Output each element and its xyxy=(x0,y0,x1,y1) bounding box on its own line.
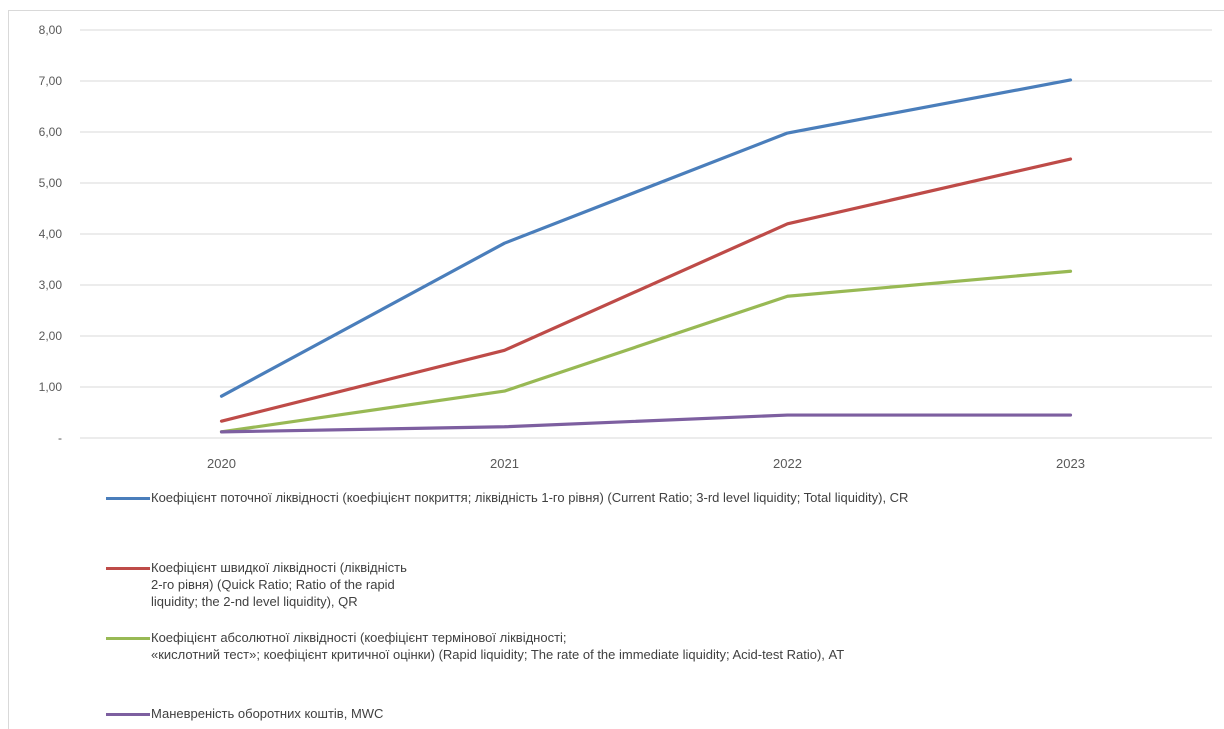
series-line-at xyxy=(219,269,1073,434)
legend-label-cr: Коефіцієнт поточної ліквідності (коефіці… xyxy=(151,490,909,505)
y-tick-label: - xyxy=(58,431,62,445)
legend-label-qr: Коефіцієнт швидкої ліквідності (ліквідні… xyxy=(151,560,407,609)
series-lines xyxy=(219,78,1073,434)
chart-frame xyxy=(8,10,1224,729)
series-line-qr xyxy=(219,157,1073,423)
series-line-cr xyxy=(219,78,1073,398)
y-tick-label: 1,00 xyxy=(39,380,63,394)
gridlines xyxy=(80,29,1212,439)
y-tick-label: 8,00 xyxy=(39,23,63,37)
legend-swatch-mwc xyxy=(106,713,150,716)
legend-label-at: Коефіцієнт абсолютної ліквідності (коефі… xyxy=(151,630,845,662)
y-tick-label: 5,00 xyxy=(39,176,63,190)
y-tick-label: 6,00 xyxy=(39,125,63,139)
x-tick-label: 2021 xyxy=(490,456,519,471)
series-line-mwc xyxy=(219,413,1073,434)
y-tick-label: 7,00 xyxy=(39,74,63,88)
x-tick-label: 2020 xyxy=(207,456,236,471)
y-tick-label: 4,00 xyxy=(39,227,63,241)
line-chart: -1,002,003,004,005,006,007,008,00 2020 20… xyxy=(39,23,1212,471)
legend-swatch-cr xyxy=(106,497,150,500)
y-axis-ticks: - 1,00 2,00 3,00 4,00 5,00 6,00 7,00 8,00 xyxy=(39,23,63,445)
legend-label-mwc: Маневреність оборотних коштів, MWC xyxy=(151,706,384,721)
legend-swatch-qr xyxy=(106,567,150,570)
x-tick-label: 2023 xyxy=(1056,456,1085,471)
x-axis-ticks: 2020 2021 2022 2023 xyxy=(207,456,1085,471)
y-tick-label: 3,00 xyxy=(39,278,63,292)
y-tick-label: 2,00 xyxy=(39,329,63,343)
legend-swatch-at xyxy=(106,637,150,640)
x-tick-label: 2022 xyxy=(773,456,802,471)
